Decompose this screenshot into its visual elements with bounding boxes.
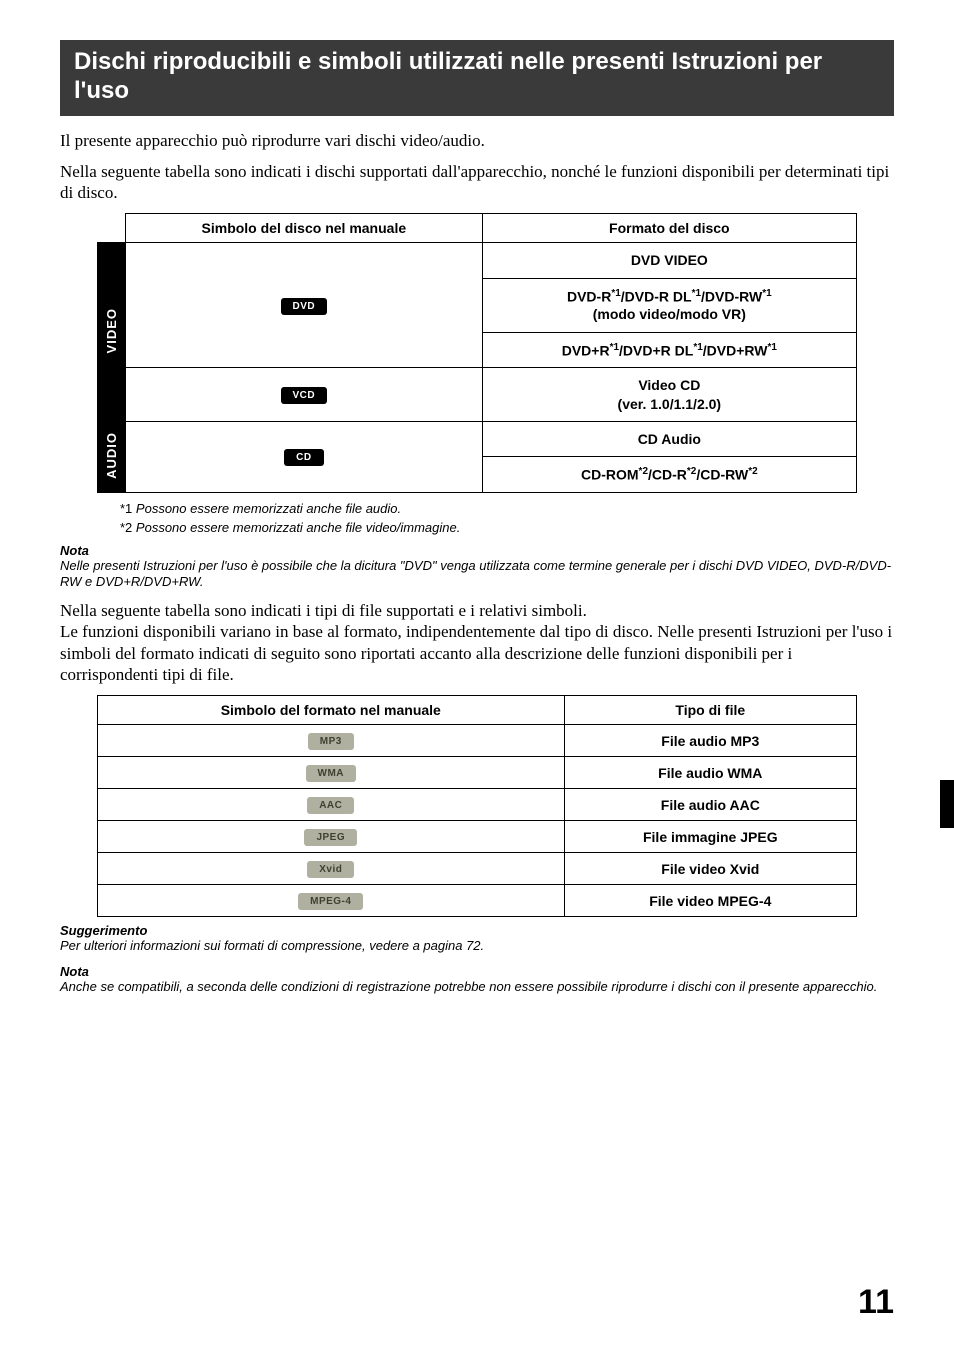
disc-table-header-symbol: Simbolo del disco nel manuale: [126, 214, 483, 243]
suggerimento-heading: Suggerimento: [60, 923, 894, 938]
disc-table-header-format: Formato del disco: [482, 214, 856, 243]
xvid-badge: Xvid: [307, 861, 354, 878]
mp3-badge: MP3: [308, 733, 354, 750]
nota-1-body: Nelle presenti Istruzioni per l'uso è po…: [60, 558, 894, 591]
file-type-xvid: File video Xvid: [564, 853, 856, 885]
suggerimento-body: Per ulteriori informazioni sui formati d…: [60, 938, 894, 954]
table-row: Simbolo del formato nel manuale Tipo di …: [98, 696, 857, 725]
dvd-badge: DVD: [281, 298, 328, 315]
page: Dischi riproducibili e simboli utilizzat…: [0, 0, 954, 1352]
wma-badge: WMA: [306, 765, 357, 782]
format-cd-audio: CD Audio: [482, 421, 856, 456]
intro-line-2: Nella seguente tabella sono indicati i d…: [60, 161, 894, 204]
page-number: 11: [858, 1283, 894, 1322]
mpeg4-badge: MPEG-4: [298, 893, 363, 910]
nota-1-heading: Nota: [60, 543, 894, 558]
title-bar: Dischi riproducibili e simboli utilizzat…: [60, 40, 894, 116]
table-row: Simbolo del disco nel manuale Formato de…: [98, 214, 857, 243]
mid-line-1: Nella seguente tabella sono indicati i t…: [60, 600, 894, 621]
table-row: MPEG-4 File video MPEG-4: [98, 885, 857, 917]
nota-2-heading: Nota: [60, 964, 894, 979]
dvd-badge-cell: DVD: [126, 243, 483, 368]
file-type-mpeg4: File video MPEG-4: [564, 885, 856, 917]
table-row: AUDIO CD CD Audio: [98, 421, 857, 456]
file-type-jpeg: File immagine JPEG: [564, 821, 856, 853]
footnote-2: *2 Possono essere memorizzati anche file…: [120, 520, 894, 537]
vcd-badge: VCD: [281, 387, 328, 404]
footnote-1: *1 Possono essere memorizzati anche file…: [120, 501, 894, 518]
table-row: AAC File audio AAC: [98, 789, 857, 821]
table-row: MP3 File audio MP3: [98, 725, 857, 757]
file-table-header-symbol: Simbolo del formato nel manuale: [98, 696, 565, 725]
format-dvd-plus-r: DVD+R*1/DVD+R DL*1/DVD+RW*1: [482, 332, 856, 368]
nota-2-body: Anche se compatibili, a seconda delle co…: [60, 979, 894, 995]
file-type-mp3: File audio MP3: [564, 725, 856, 757]
table-row: VIDEO DVD DVD VIDEO: [98, 243, 857, 278]
cd-badge-cell: CD: [126, 421, 483, 492]
table-row: VCD Video CD (ver. 1.0/1.1/2.0): [98, 368, 857, 421]
table-row: JPEG File immagine JPEG: [98, 821, 857, 853]
file-table: Simbolo del formato nel manuale Tipo di …: [97, 695, 857, 917]
aac-badge: AAC: [307, 797, 354, 814]
video-group-label: VIDEO: [98, 243, 126, 421]
audio-group-label: AUDIO: [98, 421, 126, 492]
file-table-header-type: Tipo di file: [564, 696, 856, 725]
cd-badge: CD: [284, 449, 323, 466]
page-title: Dischi riproducibili e simboli utilizzat…: [74, 48, 880, 106]
format-dvd-r: DVD-R*1/DVD-R DL*1/DVD-RW*1 (modo video/…: [482, 278, 856, 332]
intro-line-1: Il presente apparecchio può riprodurre v…: [60, 130, 894, 151]
format-dvd-video: DVD VIDEO: [482, 243, 856, 278]
format-cd-rom: CD-ROM*2/CD-R*2/CD-RW*2: [482, 456, 856, 492]
table-row: WMA File audio WMA: [98, 757, 857, 789]
format-video-cd: Video CD (ver. 1.0/1.1/2.0): [482, 368, 856, 421]
file-type-wma: File audio WMA: [564, 757, 856, 789]
side-tab: [940, 780, 954, 828]
disc-table: Simbolo del disco nel manuale Formato de…: [97, 213, 857, 492]
vcd-badge-cell: VCD: [126, 368, 483, 421]
file-type-aac: File audio AAC: [564, 789, 856, 821]
mid-line-2: Le funzioni disponibili variano in base …: [60, 621, 894, 685]
jpeg-badge: JPEG: [304, 829, 357, 846]
table-row: Xvid File video Xvid: [98, 853, 857, 885]
